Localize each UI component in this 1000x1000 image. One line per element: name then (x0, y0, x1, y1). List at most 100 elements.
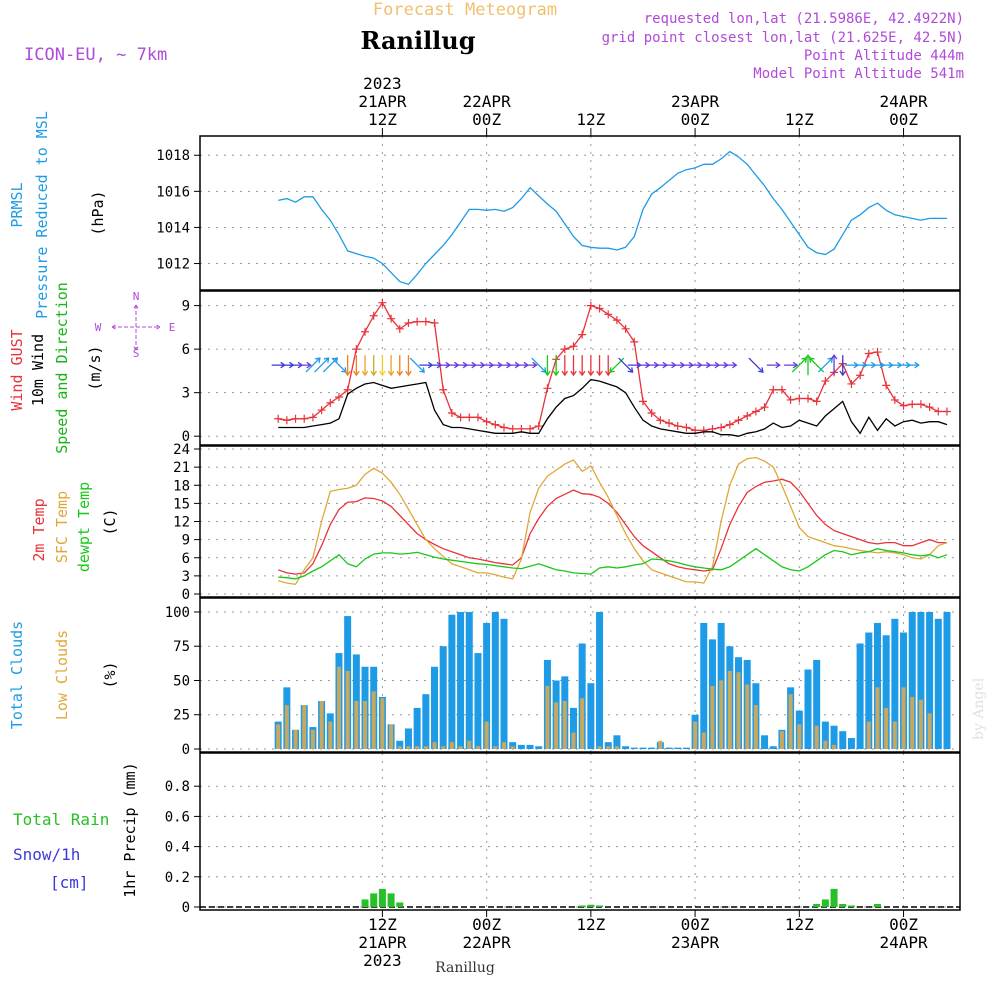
wind-dir-title: Speed and Direction (53, 282, 71, 454)
low-cloud-bar (823, 740, 828, 749)
total-cloud-bar (934, 618, 942, 749)
gust-marker (300, 414, 309, 423)
wind-arrow (570, 355, 577, 377)
rain-bar (370, 893, 378, 907)
total-cloud-bar (639, 747, 647, 749)
low-cloud-bar (493, 746, 498, 749)
wind-arrow (561, 355, 569, 377)
rain-bar (839, 903, 847, 907)
gust-marker (890, 395, 899, 404)
low-cloud-bar (276, 724, 281, 749)
gust-marker (942, 407, 951, 416)
ytick-label: 6 (182, 342, 190, 358)
time-label-top: 23APR (671, 92, 720, 111)
gust-marker (482, 417, 491, 426)
wind-arrow (297, 361, 312, 369)
total-cloud-bar (448, 614, 456, 749)
gust-marker (882, 381, 891, 390)
rain-bar (821, 899, 829, 907)
gust-marker (508, 424, 517, 433)
low-cloud-bar (371, 691, 376, 749)
total-cloud-bar (839, 731, 847, 749)
compass-s: S (133, 347, 140, 360)
total-cloud-bar (813, 659, 821, 749)
low-cloud-bar (693, 721, 698, 749)
total-cloud-bar (396, 740, 404, 749)
low-cloud-bar (484, 721, 489, 749)
rain-title: Total Rain (13, 810, 109, 829)
low-cloud-bar (415, 746, 420, 749)
wind-arrow (361, 355, 369, 377)
gust-marker (647, 408, 656, 417)
wind-arrow (396, 355, 404, 377)
gust-marker (595, 304, 604, 313)
low-cloud-bar (423, 746, 428, 749)
total-cloud-bar (865, 632, 873, 749)
ytick-label: 1014 (156, 220, 190, 236)
wind-arrow (618, 357, 634, 373)
low-cloud-bar (441, 746, 446, 749)
gust-marker (274, 414, 283, 423)
series-line-dewpt-temp (278, 547, 948, 580)
low-cloud-bar (475, 746, 480, 749)
wind-arrow (370, 355, 378, 377)
rain-bar (578, 905, 586, 907)
total-cloud-bar (891, 618, 899, 749)
temp-unit: (C) (101, 508, 119, 535)
ytick-label: 9 (182, 533, 190, 549)
wind-arrow (409, 357, 425, 373)
dew-temp-title: dewpt Temp (75, 482, 93, 572)
gust-marker (586, 301, 595, 310)
gust-marker (717, 423, 726, 432)
total-cloud-bar (517, 744, 525, 749)
gust-marker (656, 416, 665, 425)
ytick-label: 6 (182, 551, 190, 567)
ytick-label: 25 (173, 708, 190, 724)
ytick-label: 12 (173, 515, 190, 531)
gust-marker (638, 397, 647, 406)
wind-arrow (587, 355, 595, 377)
gust-marker (604, 310, 613, 319)
low-cloud-bar (363, 701, 368, 749)
ytick-label: 18 (173, 478, 190, 494)
wind-arrow (578, 355, 586, 377)
total-cloud-bar (613, 735, 621, 749)
precip-unit: 1hr Precip (mm) (121, 762, 139, 897)
low-clouds-title: Low Clouds (53, 630, 71, 720)
wind-arrow (817, 357, 834, 373)
panel-frame (199, 290, 961, 446)
series-line-sfc-temp (278, 456, 948, 586)
low-cloud-bar (788, 694, 793, 749)
total-cloud-bar (674, 747, 682, 749)
low-cloud-bar (328, 721, 333, 749)
model-altitude: Model Point Altitude 541m (753, 66, 964, 82)
low-cloud-bar (554, 702, 559, 749)
wind-arrow (830, 353, 838, 376)
rain-bar (361, 899, 369, 907)
low-cloud-bar (545, 685, 550, 749)
gust-marker (500, 423, 508, 432)
low-cloud-bar (406, 746, 411, 749)
gust-marker (430, 319, 439, 328)
total-cloud-bar (500, 618, 508, 749)
time-label-bottom: 12Z (785, 915, 814, 934)
gust-marker (725, 420, 734, 429)
gust-marker (864, 349, 873, 358)
total-cloud-bar (630, 747, 638, 749)
low-cloud-bar (779, 731, 784, 749)
low-cloud-bar (397, 746, 402, 749)
gust-marker (465, 413, 474, 422)
compass-n: N (133, 290, 140, 303)
total-cloud-bar (882, 635, 890, 749)
rain-bar (847, 905, 855, 907)
total-cloud-bar (587, 683, 595, 749)
series-line-10m-wind (278, 378, 948, 437)
gust-marker (387, 314, 396, 323)
total-cloud-bar (682, 747, 690, 749)
gust-marker (621, 324, 630, 333)
gust-marker (630, 337, 639, 346)
low-cloud-bar (727, 670, 732, 749)
rain-bar (378, 888, 386, 907)
time-label-bottom: 24APR (879, 933, 928, 952)
total-cloud-bar (665, 747, 673, 749)
